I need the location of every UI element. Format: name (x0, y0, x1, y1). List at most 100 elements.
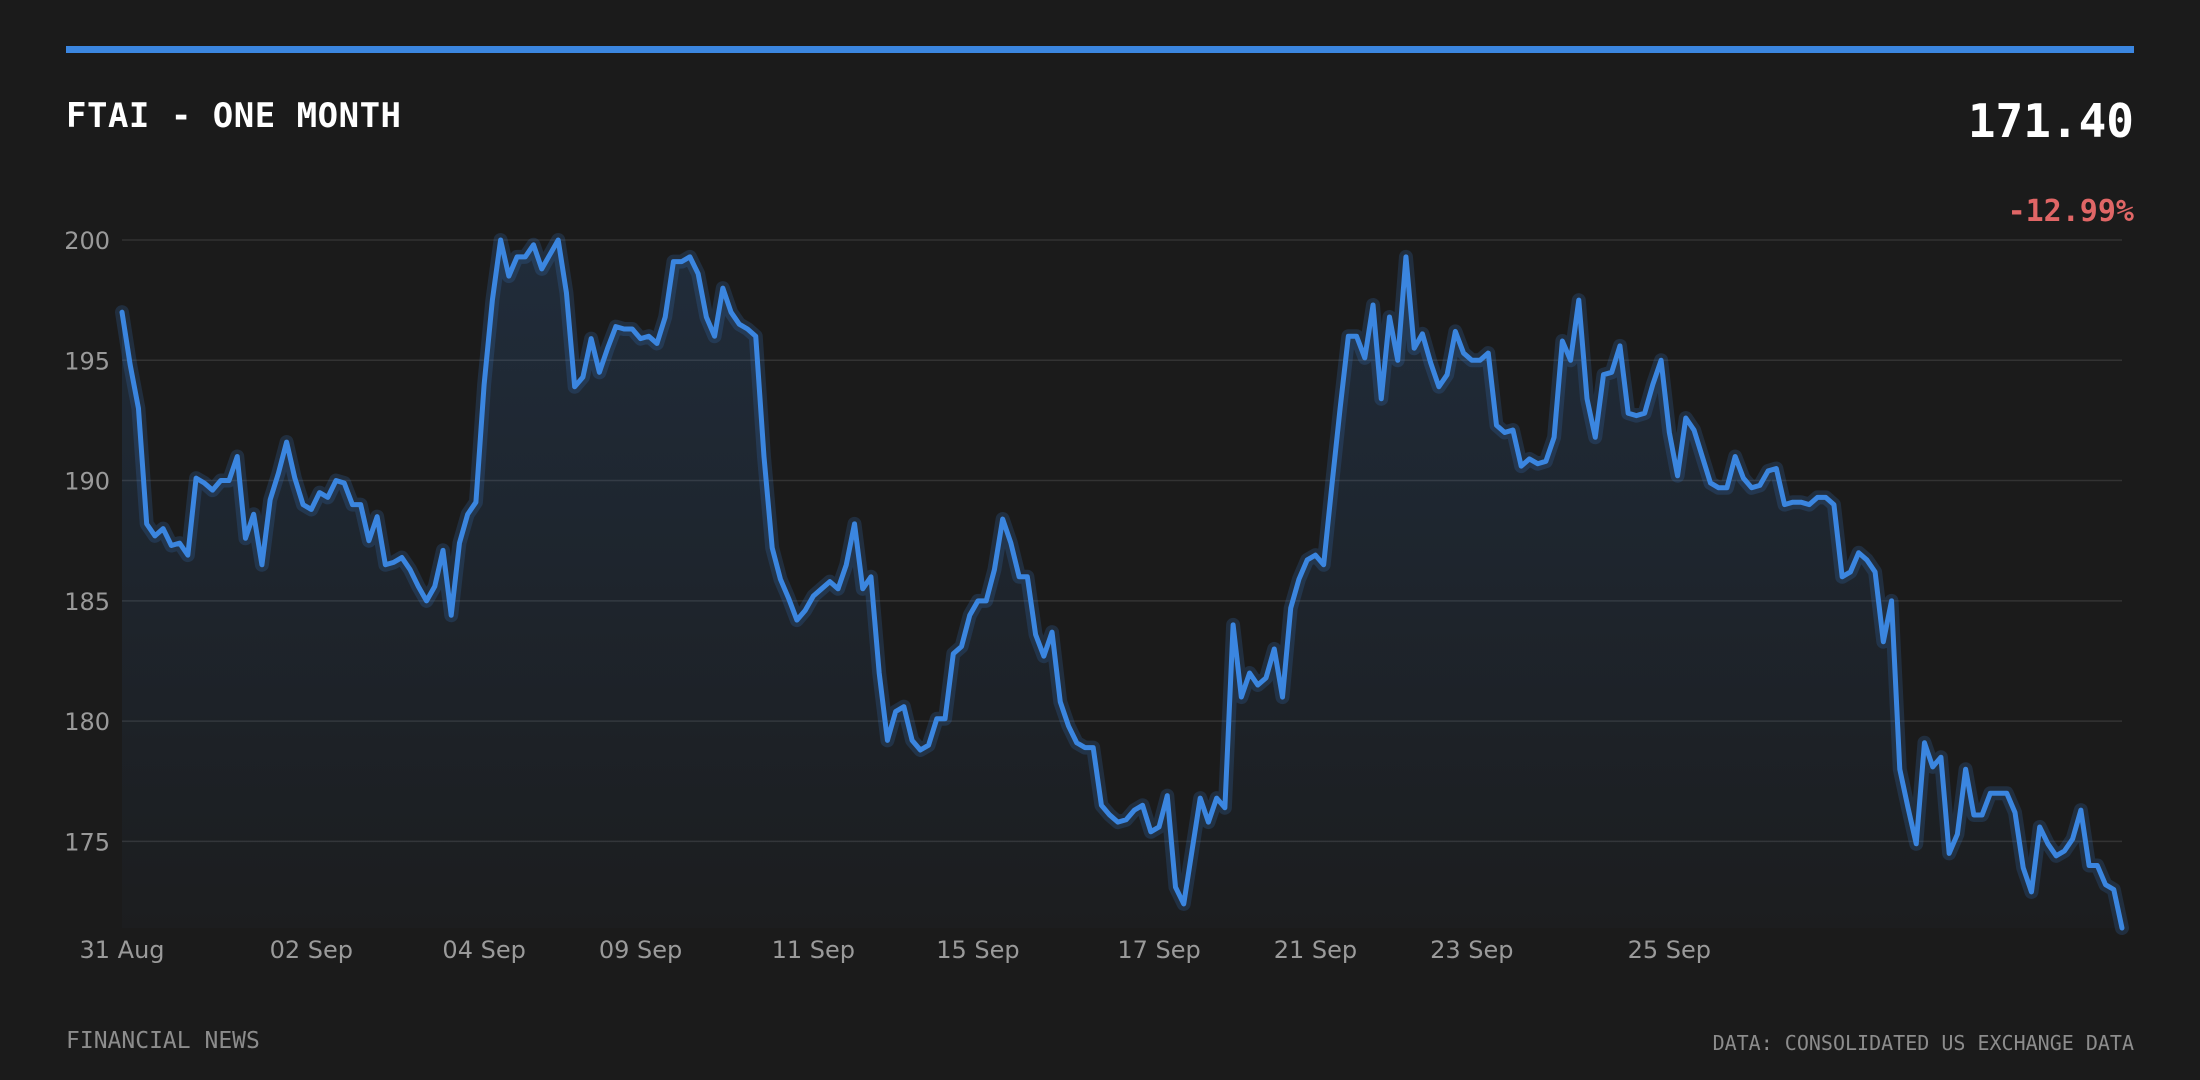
data-point (1437, 385, 1441, 389)
data-point (1379, 397, 1383, 401)
data-point (688, 255, 692, 259)
data-point (1931, 765, 1935, 769)
data-point (1750, 486, 1754, 490)
data-point (1108, 813, 1112, 817)
data-point (1667, 430, 1671, 434)
data-point (935, 717, 939, 721)
data-point (787, 596, 791, 600)
data-point (1132, 808, 1136, 812)
data-point (861, 587, 865, 591)
data-point (1083, 746, 1087, 750)
data-point (2021, 866, 2025, 870)
data-point (408, 568, 412, 572)
data-point (1527, 457, 1531, 461)
data-point (161, 527, 165, 531)
data-point (1206, 820, 1210, 824)
y-axis-ticks: 175 180 185 190 195 200 (64, 227, 110, 856)
x-tick-label: 09 Sep (599, 936, 682, 964)
data-point (1914, 842, 1918, 846)
data-point (844, 563, 848, 567)
data-point (597, 370, 601, 374)
x-tick-label: 04 Sep (442, 936, 525, 964)
data-point (1231, 623, 1235, 627)
data-point (1585, 397, 1589, 401)
data-point (1626, 411, 1630, 415)
data-point (1124, 818, 1128, 822)
data-point (490, 298, 494, 302)
y-tick-label: 195 (64, 347, 110, 375)
data-point (375, 515, 379, 519)
data-point (1363, 356, 1367, 360)
data-point (680, 260, 684, 264)
data-point (869, 575, 873, 579)
accent-bar (66, 46, 2134, 53)
data-point (1313, 553, 1317, 557)
data-point (984, 599, 988, 603)
data-point (1494, 423, 1498, 427)
data-point (1190, 849, 1194, 853)
y-tick-label: 180 (64, 708, 110, 736)
data-point (1387, 315, 1391, 319)
data-point (2112, 888, 2116, 892)
data-point (951, 652, 955, 656)
data-point (433, 584, 437, 588)
data-point (713, 334, 717, 338)
x-tick-label: 25 Sep (1628, 936, 1711, 964)
data-point (1684, 416, 1688, 420)
x-tick-label: 21 Sep (1274, 936, 1357, 964)
data-point (1783, 503, 1787, 507)
data-point (622, 327, 626, 331)
data-point (1511, 428, 1515, 432)
data-point (120, 310, 124, 314)
x-tick-label: 17 Sep (1117, 936, 1200, 964)
data-point (778, 577, 782, 581)
data-point (811, 594, 815, 598)
data-point (425, 599, 429, 603)
data-point (647, 334, 651, 338)
data-point (2095, 863, 2099, 867)
data-point (696, 272, 700, 276)
y-tick-label: 185 (64, 588, 110, 616)
data-point (1050, 630, 1054, 634)
data-point (1832, 503, 1836, 507)
data-point (2104, 883, 2108, 887)
data-point (309, 507, 313, 511)
data-point (1420, 332, 1424, 336)
y-tick-label: 190 (64, 468, 110, 496)
data-point (1264, 676, 1268, 680)
data-point (614, 325, 618, 329)
data-point (1955, 832, 1959, 836)
data-point (1791, 500, 1795, 504)
data-point (2029, 890, 2033, 894)
data-point (1536, 462, 1540, 466)
data-point (1338, 406, 1342, 410)
data-point (828, 580, 832, 584)
data-point (1799, 500, 1803, 504)
data-point (235, 455, 239, 459)
data-point (350, 503, 354, 507)
data-point (1906, 806, 1910, 810)
data-point (1042, 654, 1046, 658)
data-point (1560, 339, 1564, 343)
data-point (836, 587, 840, 591)
data-point (1643, 411, 1647, 415)
data-point (2038, 825, 2042, 829)
data-point (737, 322, 741, 326)
x-axis-ticks: 31 Aug 02 Sep 04 Sep 09 Sep 11 Sep 15 Sep 17 S… (79, 936, 1711, 964)
data-point (1717, 486, 1721, 490)
data-point (729, 310, 733, 314)
data-point (902, 705, 906, 709)
data-point (1396, 358, 1400, 362)
data-point (1346, 334, 1350, 338)
data-point (663, 315, 667, 319)
data-point (1067, 724, 1071, 728)
data-point (1988, 791, 1992, 795)
data-point (1091, 746, 1095, 750)
data-point (655, 341, 659, 345)
data-point (1824, 495, 1828, 499)
data-point (1972, 813, 1976, 817)
data-point (1297, 577, 1301, 581)
data-point (556, 238, 560, 242)
data-point (1503, 430, 1507, 434)
data-point (1840, 575, 1844, 579)
